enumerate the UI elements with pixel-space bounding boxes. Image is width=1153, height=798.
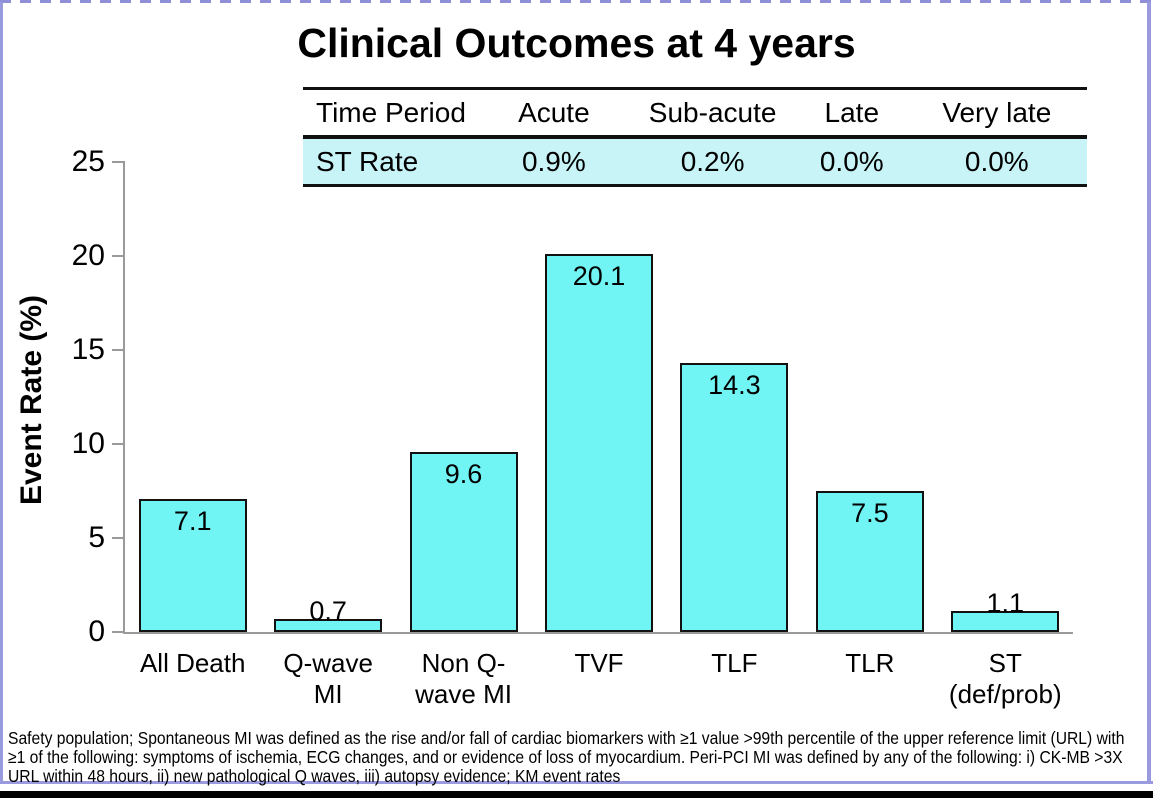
table-data-cell: ST Rate [316,145,419,177]
y-tick-label: 15 [71,333,105,366]
y-tick-label: 0 [88,615,105,648]
bar-q-wave-mi [274,618,383,632]
table-data-cell: 0.9% [521,145,586,177]
bar-value-all-death: 7.1 [173,505,212,536]
category-label-st-def-prob: ST (def/prob) [948,648,1062,709]
x-axis-line [123,632,1073,634]
bar-st-def-prob [951,611,1060,632]
y-tick-label: 5 [88,521,105,554]
bar-all-death [138,498,247,632]
table-header-cell: Late [824,96,880,128]
bar-value-tlr: 7.5 [851,498,889,528]
chart-title: Clinical Outcomes at 4 years [297,20,856,66]
category-label-tlf: TLF [711,648,758,678]
table-data-cell: 0.0% [819,145,884,177]
table-header-cell: Time Period [316,96,466,128]
left-border [0,2,3,784]
bar-value-st-def-prob: 1.1 [986,588,1025,619]
category-label-non-q-wave-mi: Non Q- wave MI [415,648,512,709]
y-tick-mark [112,161,125,163]
bottom-border [0,781,1153,784]
y-axis-title: Event Rate (%) [15,294,48,506]
y-tick-mark [112,537,125,539]
dashed-top-border [0,0,1153,3]
y-tick-mark [112,349,125,351]
category-label-tvf: TVF [574,648,624,678]
bar-value-tlf: 14.3 [708,370,761,401]
y-tick-mark [112,631,125,633]
table-data-row: ST Rate 0.9% 0.2% 0.0% 0.0% [303,139,1087,187]
bottom-black-bar [0,791,1153,798]
y-tick-label: 25 [71,145,105,178]
bar-value-non-q-wave-mi: 9.6 [444,458,483,489]
y-axis-line [123,162,125,632]
bar-value-q-wave-mi: 0.7 [309,595,347,626]
bar-non-q-wave-mi [409,451,518,632]
y-tick-label: 20 [71,239,105,272]
table-data-cell: 0.0% [964,145,1029,177]
category-label-tlr: TLR [845,648,895,678]
y-tick-label: 10 [71,427,105,460]
table-header-cell: Acute [518,96,590,128]
category-label-all-death: All Death [139,648,246,678]
bar-tlr [815,491,924,632]
table-header-cell: Very late [942,96,1052,128]
table-header-cell: Sub-acute [648,96,777,128]
right-border [1147,2,1151,784]
bar-value-tvf: 20.1 [572,261,626,292]
bar-tlf [680,363,789,632]
footnote: Safety population; Spontaneous MI was de… [8,728,1125,786]
table-header-row: Time Period Acute Sub-acute Late Very late [303,90,1087,139]
category-label-q-wave-mi: Q-wave MI [283,648,373,709]
st-rate-table: Time Period Acute Sub-acute Late Very late S… [303,87,1087,187]
y-tick-mark [112,255,125,257]
table-data-cell: 0.2% [680,145,745,177]
y-tick-mark [112,443,125,445]
bar-tvf [545,254,653,632]
